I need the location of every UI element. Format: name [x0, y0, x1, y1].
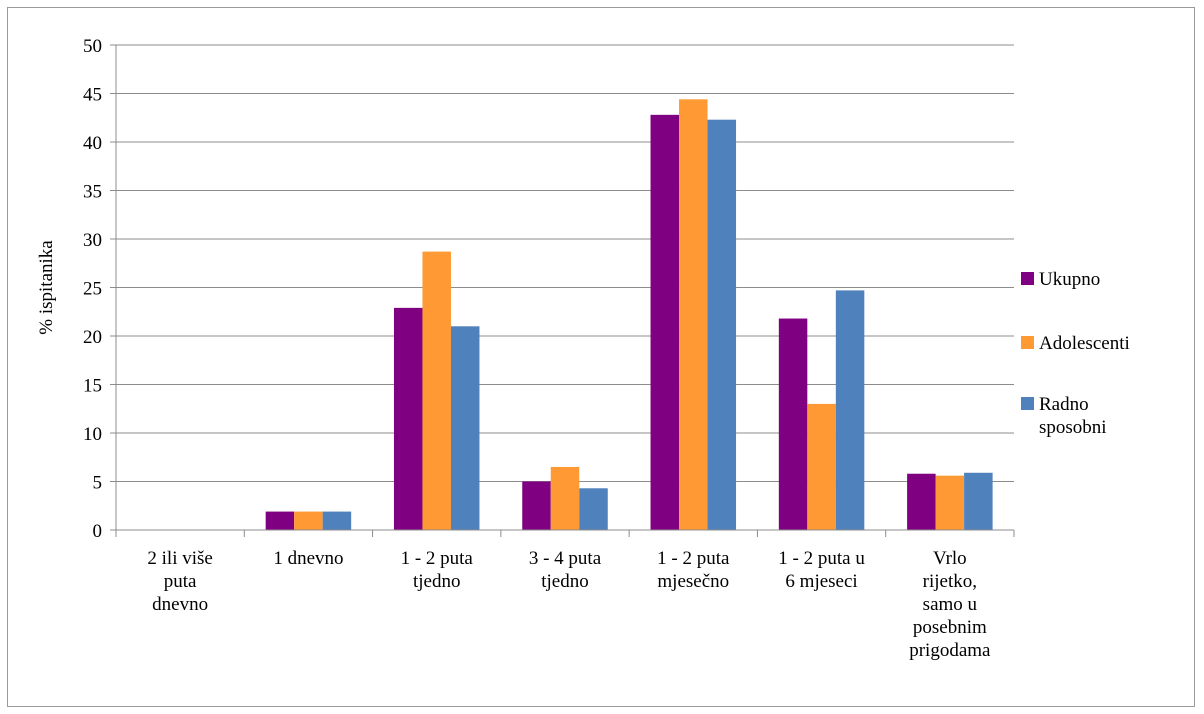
bar-radno-sposobni [835, 290, 865, 530]
bar-chart: 0 5 10 15 20 25 30 35 40 45 50 2 ili više puta dnevn… [36, 36, 1130, 661]
y-tick-label: 15 [83, 376, 102, 397]
x-category-label: 1 - 2 puta mjesečno [657, 548, 730, 592]
y-axis-label: % ispitanika [36, 240, 57, 335]
y-tick-label: 45 [83, 85, 102, 106]
bar-adolescenti [550, 466, 580, 530]
bar-radno-sposobni [964, 472, 993, 530]
bar-adolescenti [807, 403, 836, 530]
y-tick-label: 35 [83, 182, 102, 203]
legend-swatch [1021, 336, 1034, 349]
y-tick-label: 40 [83, 133, 102, 154]
bar-adolescenti [679, 99, 708, 530]
bar-ukupno [393, 307, 423, 530]
bar-radno-sposobni [322, 511, 352, 530]
bar-radno-sposobni [707, 119, 737, 530]
bar-radno-sposobni [579, 488, 608, 530]
x-category-label: 1 - 2 puta tjedno [401, 548, 474, 592]
legend-swatch [1021, 397, 1034, 410]
y-tick-label: 0 [93, 521, 103, 542]
bar-ukupno [778, 318, 808, 530]
x-category-label: 2 ili više puta dnevno [147, 548, 212, 615]
y-tick-label: 25 [83, 279, 102, 300]
bar-ukupno [265, 511, 295, 530]
bar-adolescenti [422, 251, 451, 531]
bar-ukupno [650, 114, 680, 530]
x-category-label: 1 dnevno [273, 548, 343, 569]
y-tick-label: 20 [83, 327, 102, 348]
x-category-label: Vrlo rijetko, samo u posebnim prigodama [909, 548, 991, 661]
legend-label: Adolescenti [1039, 333, 1130, 354]
bar-ukupno [522, 481, 551, 530]
bar-ukupno [907, 473, 936, 530]
bar-radno-sposobni [450, 326, 480, 530]
x-category-label: 3 - 4 puta tjedno [529, 548, 602, 592]
legend-label: Ukupno [1039, 269, 1100, 290]
bar-adolescenti [935, 475, 965, 530]
y-tick-label: 10 [83, 424, 102, 445]
y-tick-label: 5 [93, 473, 103, 494]
y-tick-label: 30 [83, 230, 102, 251]
legend-label: Radno sposobni [1039, 394, 1107, 438]
y-tick-label: 50 [83, 36, 102, 57]
legend-swatch [1021, 272, 1034, 285]
chart-frame: 0 5 10 15 20 25 30 35 40 45 50 2 ili više puta dnevn… [7, 7, 1195, 707]
bar-adolescenti [294, 511, 323, 530]
